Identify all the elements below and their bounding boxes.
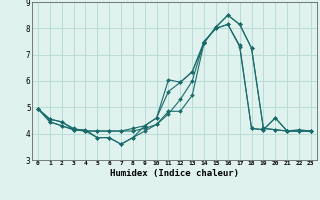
X-axis label: Humidex (Indice chaleur): Humidex (Indice chaleur) [110,169,239,178]
